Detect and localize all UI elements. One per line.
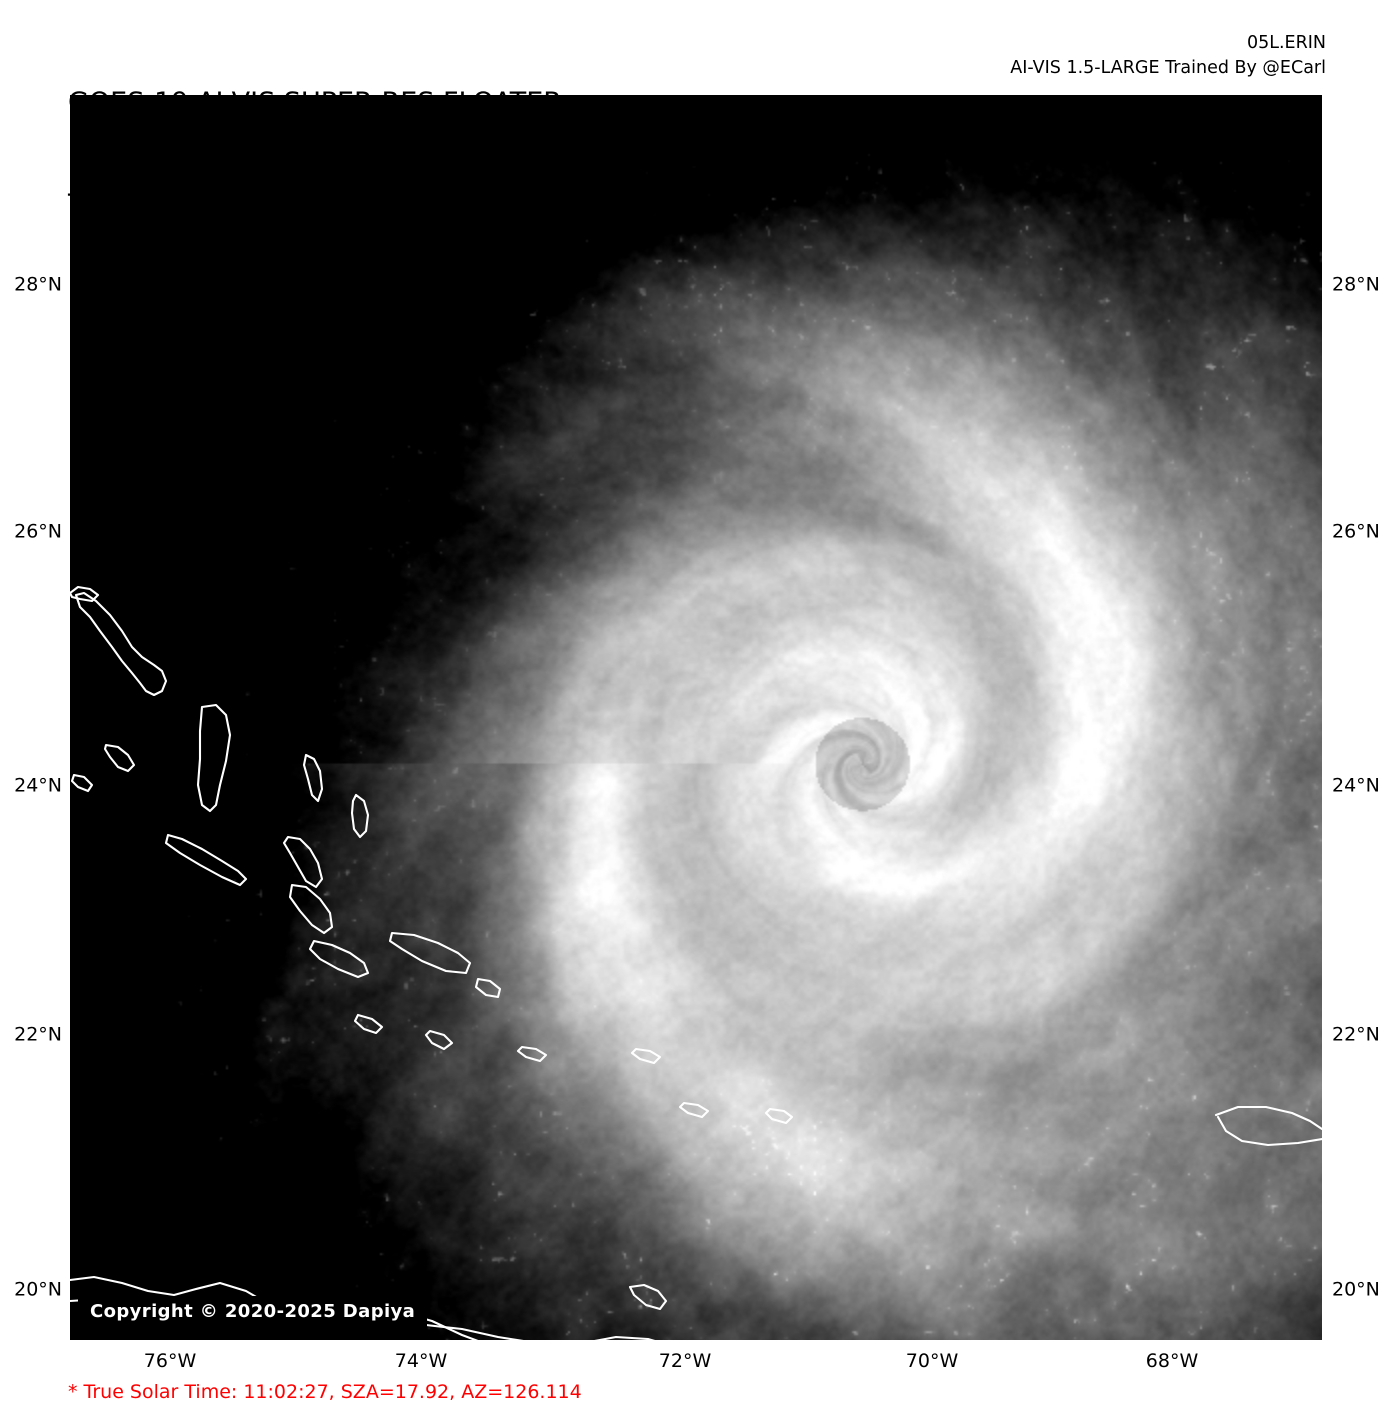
lon-tick-70w: 70°W: [905, 1350, 959, 1372]
storm-id-label: 05L.ERIN: [1246, 33, 1326, 53]
header-bar: GOES-19 AI-VIS SUPER-RES FLOATER Time: 2…: [0, 0, 1392, 220]
coast-cay-1: [103, 743, 136, 773]
lat-tick-left-22n: 22°N: [14, 1023, 62, 1046]
lat-tick-right-22n: 22°N: [1332, 1023, 1380, 1046]
satellite-imagery-canvas: [160, 140, 1322, 1340]
lat-tick-left-20n: 20°N: [14, 1278, 62, 1301]
coast-grand-bahama: [70, 585, 100, 603]
lon-tick-68w: 68°W: [1145, 1350, 1199, 1372]
lon-tick-76w: 76°W: [143, 1350, 197, 1372]
copyright-watermark: Copyright © 2020-2025 Dapiya: [78, 1296, 428, 1328]
satellite-swath: [160, 140, 1322, 1340]
satellite-image-panel[interactable]: Copyright © 2020-2025 Dapiya: [70, 95, 1322, 1340]
lat-tick-right-28n: 28°N: [1332, 273, 1380, 296]
coast-bimini: [70, 773, 94, 793]
solar-geometry-note: * True Solar Time: 11:02:27, SZA=17.92, …: [68, 1381, 582, 1403]
lat-tick-right-24n: 24°N: [1332, 774, 1380, 797]
lat-tick-left-26n: 26°N: [14, 520, 62, 543]
lat-tick-right-26n: 26°N: [1332, 520, 1380, 543]
lon-tick-74w: 74°W: [394, 1350, 448, 1372]
lat-tick-left-24n: 24°N: [14, 774, 62, 797]
lon-tick-72w: 72°W: [658, 1350, 712, 1372]
lat-tick-left-28n: 28°N: [14, 273, 62, 296]
metadata-block: 05L.ERIN AI-VIS 1.5-LARGE Trained By @EC…: [1010, 31, 1326, 81]
coast-abaco: [74, 591, 168, 697]
lat-tick-right-20n: 20°N: [1332, 1278, 1380, 1301]
model-credit-label: AI-VIS 1.5-LARGE Trained By @ECarl: [1010, 58, 1326, 78]
